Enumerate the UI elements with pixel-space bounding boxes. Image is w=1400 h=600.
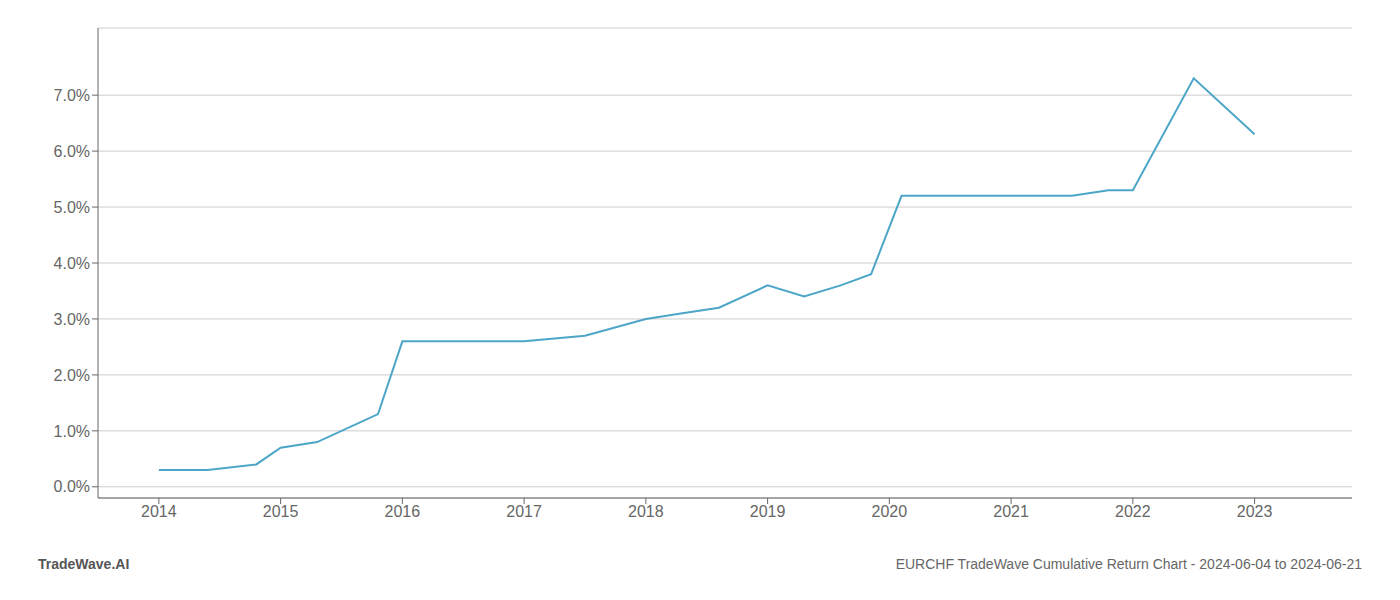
svg-text:2016: 2016 xyxy=(385,503,421,520)
svg-text:1.0%: 1.0% xyxy=(54,423,90,440)
svg-text:2023: 2023 xyxy=(1237,503,1273,520)
svg-text:3.0%: 3.0% xyxy=(54,311,90,328)
html-text:TradeWave.AI: TradeWave.AI xyxy=(38,556,130,572)
svg-text:2019: 2019 xyxy=(750,503,786,520)
svg-text:2020: 2020 xyxy=(872,503,908,520)
svg-text:5.0%: 5.0% xyxy=(54,199,90,216)
svg-text:2015: 2015 xyxy=(263,503,299,520)
svg-text:2021: 2021 xyxy=(993,503,1029,520)
svg-text:2.0%: 2.0% xyxy=(54,367,90,384)
svg-text:4.0%: 4.0% xyxy=(54,255,90,272)
svg-text:6.0%: 6.0% xyxy=(54,143,90,160)
svg-text:7.0%: 7.0% xyxy=(54,87,90,104)
svg-text:2014: 2014 xyxy=(141,503,177,520)
svg-text:0.0%: 0.0% xyxy=(54,478,90,495)
svg-text:2018: 2018 xyxy=(628,503,664,520)
svg-text:2022: 2022 xyxy=(1115,503,1151,520)
svg-text:2017: 2017 xyxy=(506,503,542,520)
html-text:EURCHF TradeWave Cumulative Re: EURCHF TradeWave Cumulative Return Chart… xyxy=(895,556,1362,572)
